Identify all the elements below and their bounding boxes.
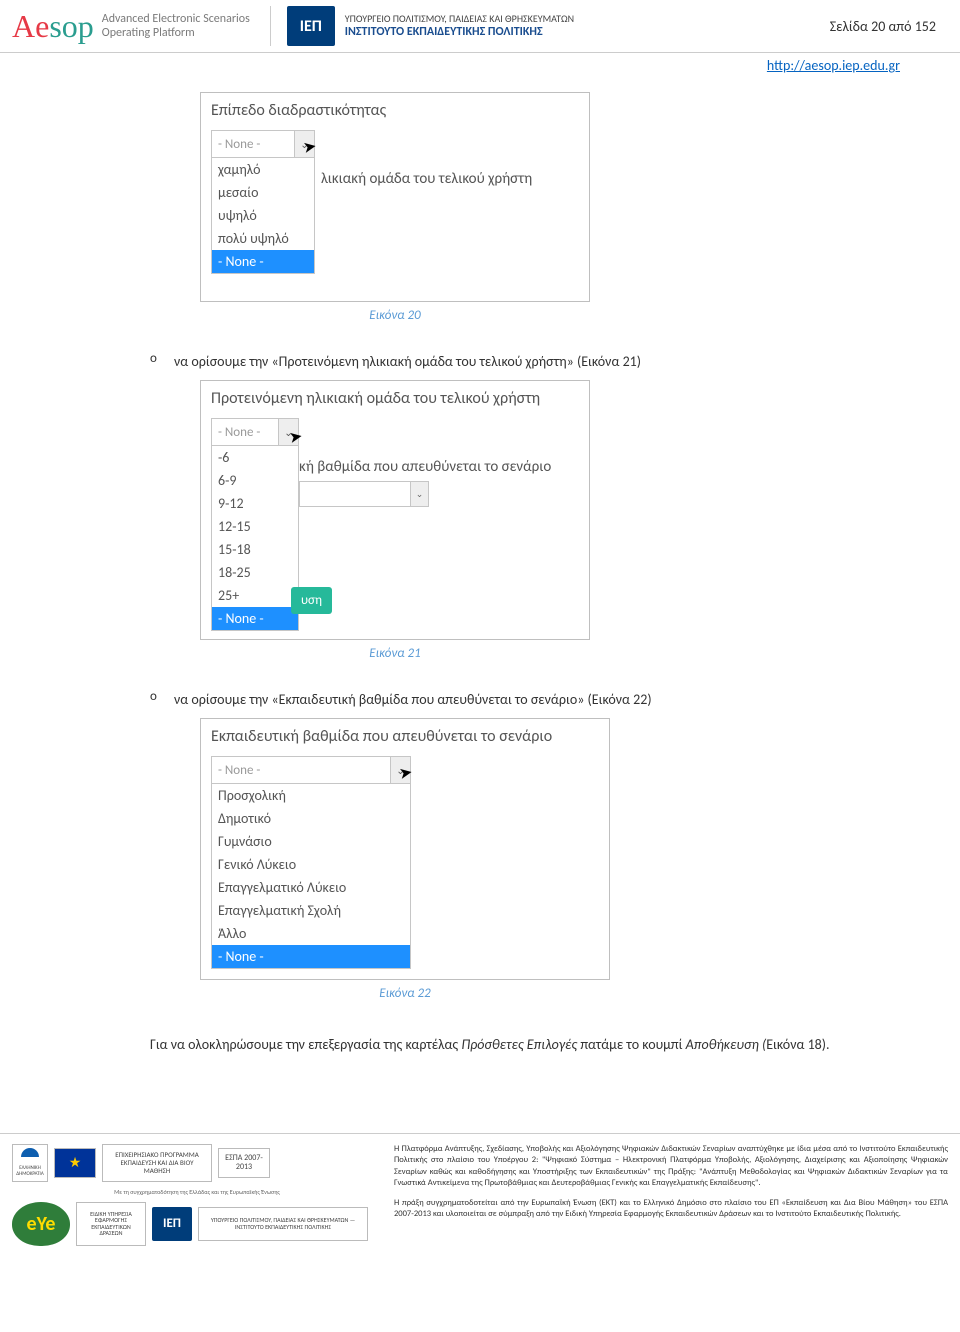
aesop-subtitle: Advanced Electronic Scenarios Operating … — [102, 12, 250, 41]
figure-21-wrap: Προτεινόμενη ηλικιακή ομάδα του τελικού … — [0, 380, 960, 687]
para-ital2: Αποθήκευση ( — [686, 1036, 767, 1053]
aesop-logo-mark: Aesop — [12, 8, 94, 45]
bullet-21: o να ορίσουμε την «Προτεινόμενη ηλικιακή… — [0, 349, 960, 380]
fig21-dropdown[interactable]: -6 6-9 9-12 12-15 15-18 18-25 25+ - None… — [211, 446, 299, 631]
fig20-caption: Εικόνα 20 — [200, 308, 590, 323]
fig20-title: Επίπεδο διαδραστικότητας — [211, 101, 579, 120]
fig20-behind: λικιακή ομάδα του τελικού χρήστη — [321, 170, 532, 188]
fig22-opt-selected[interactable]: - None - — [212, 945, 410, 968]
espa-logo-icon: ΕΣΠΑ 2007-2013 — [218, 1148, 270, 1178]
figure-22-wrap: Εκπαιδευτική βαθμίδα που απευθύνεται το … — [0, 718, 960, 1027]
bullet-22-text: να ορίσουμε την «Εκπαιδευτική βαθμίδα πο… — [174, 689, 840, 710]
iep-line1: ΥΠΟΥΡΓΕΙΟ ΠΟΛΙΤΙΣΜΟΥ, ΠΑΙΔΕΙΑΣ ΚΑΙ ΘΡΗΣΚ… — [345, 12, 574, 25]
footer-p1: Η Πλατφόρμα Ανάπτυξης, Σχεδίασης, Υποβολ… — [394, 1144, 948, 1190]
eye-text: ΕΙΔΙΚΗ ΥΠΗΡΕΣΙΑ ΕΦΑΡΜΟΓΗΣ ΕΚΠΑΙΔΕΥΤΙΚΩΝ … — [76, 1202, 146, 1246]
cursor-icon: ➤ — [397, 762, 414, 784]
para-ital1: Πρόσθετες Επιλογές — [461, 1036, 577, 1053]
fig20-opt[interactable]: υψηλό — [212, 204, 314, 227]
figure-20-wrap: Επίπεδο διαδραστικότητας - None - ⌄ ➤ λι… — [0, 92, 960, 349]
fig21-second-select[interactable]: ⌄ — [299, 481, 429, 507]
fig20-opt[interactable]: χαμηλό — [212, 158, 314, 181]
cursor-icon: ➤ — [287, 426, 304, 448]
fig21-title: Προτεινόμενη ηλικιακή ομάδα του τελικού … — [211, 389, 579, 408]
fig22-opt[interactable]: Δημοτικό — [212, 807, 410, 830]
fig21-selected: - None - — [212, 425, 260, 440]
fig20-selected: - None - — [212, 137, 260, 152]
aesop-sub-1: Advanced Electronic Scenarios — [102, 12, 250, 26]
page-footer: ΕΛΛΗΝΙΚΗ ΔΗΜΟΚΡΑΤΙΑ ★ ΕΠΙΧΕΙΡΗΣΙΑΚΟ ΠΡΟΓ… — [0, 1133, 960, 1256]
aesop-sub-2: Operating Platform — [102, 26, 250, 40]
cofinance-note: Με τη συγχρηματοδότηση της Ελλάδας και τ… — [12, 1188, 382, 1196]
closing-paragraph: Για να ολοκληρώσουμε την επεξεργασία της… — [0, 1027, 960, 1063]
para-mid: πατάμε το κουμπί — [577, 1036, 685, 1053]
fig21-opt[interactable]: 6-9 — [212, 469, 298, 492]
fig21-opt[interactable]: -6 — [212, 446, 298, 469]
bullet-icon: o — [150, 351, 174, 366]
figure-20: Επίπεδο διαδραστικότητας - None - ⌄ ➤ λι… — [200, 92, 590, 302]
fig21-caption: Εικόνα 21 — [200, 646, 590, 661]
fig21-select[interactable]: - None - ⌄ — [211, 418, 299, 446]
fig21-opt[interactable]: 9-12 — [212, 492, 298, 515]
fig20-select[interactable]: - None - ⌄ — [211, 130, 315, 158]
fig22-caption: Εικόνα 22 — [200, 986, 610, 1001]
fig22-select[interactable]: - None - ⌄ — [211, 756, 411, 784]
iep-logo-icon: ΙΕΠ — [287, 6, 335, 46]
aesop-logo: Aesop Advanced Electronic Scenarios Oper… — [12, 8, 250, 45]
iep-footer-icon: ΙΕΠ — [152, 1207, 192, 1241]
logo-row-2: eYe ΕΙΔΙΚΗ ΥΠΗΡΕΣΙΑ ΕΦΑΡΜΟΓΗΣ ΕΚΠΑΙΔΕΥΤΙ… — [12, 1202, 382, 1246]
fig22-opt[interactable]: Άλλο — [212, 922, 410, 945]
fig20-dropdown[interactable]: χαμηλό μεσαίο υψηλό πολύ υψηλό - None - — [211, 158, 315, 274]
greece-emblem-icon: ΕΛΛΗΝΙΚΗ ΔΗΜΟΚΡΑΤΙΑ — [12, 1144, 48, 1182]
footer-logos: ΕΛΛΗΝΙΚΗ ΔΗΜΟΚΡΑΤΙΑ ★ ΕΠΙΧΕΙΡΗΣΙΑΚΟ ΠΡΟΓ… — [12, 1144, 382, 1246]
para-pre: Για να ολοκληρώσουμε την επεξεργασία της… — [150, 1036, 461, 1053]
fig21-opt-selected[interactable]: - None - — [212, 607, 298, 630]
iep-block: ΙΕΠ ΥΠΟΥΡΓΕΙΟ ΠΟΛΙΤΙΣΜΟΥ, ΠΑΙΔΕΙΑΣ ΚΑΙ Θ… — [270, 6, 574, 46]
bullet-22: o να ορίσουμε την «Εκπαιδευτική βαθμίδα … — [0, 687, 960, 718]
aesop-ae: Ae — [12, 8, 49, 44]
para-post: Εικόνα 18). — [766, 1036, 829, 1053]
eu-flag-icon: ★ — [54, 1148, 96, 1178]
iep-footer-text: ΥΠΟΥΡΓΕΙΟ ΠΟΛΙΤΙΣΜΟΥ, ΠΑΙΔΕΙΑΣ ΚΑΙ ΘΡΗΣΚ… — [198, 1207, 368, 1241]
footer-text: Η Πλατφόρμα Ανάπτυξης, Σχεδίασης, Υποβολ… — [394, 1144, 948, 1246]
fig22-dropdown[interactable]: Προσχολική Δημοτικό Γυμνάσιο Γενικό Λύκε… — [211, 784, 411, 969]
fig20-opt[interactable]: πολύ υψηλό — [212, 227, 314, 250]
figure-22: Εκπαιδευτική βαθμίδα που απευθύνεται το … — [200, 718, 610, 980]
fig20-opt[interactable]: μεσαίο — [212, 181, 314, 204]
aesop-sop: sop — [49, 8, 93, 44]
fig21-opt[interactable]: 25+ — [212, 584, 298, 607]
fig21-save-button[interactable]: υση — [291, 587, 332, 614]
page-number: Σελίδα 20 από 152 — [830, 18, 948, 35]
page-url[interactable]: http://aesop.iep.edu.gr — [0, 53, 960, 92]
fig21-behind: κή βαθμίδα που απευθύνεται το σενάριο — [299, 458, 551, 476]
bullet-icon: o — [150, 689, 174, 704]
page-header: Aesop Advanced Electronic Scenarios Oper… — [0, 0, 960, 53]
fig22-opt[interactable]: Επαγγελματική Σχολή — [212, 899, 410, 922]
figure-21: Προτεινόμενη ηλικιακή ομάδα του τελικού … — [200, 380, 590, 640]
fig21-opt[interactable]: 12-15 — [212, 515, 298, 538]
fig22-title: Εκπαιδευτική βαθμίδα που απευθύνεται το … — [211, 727, 599, 746]
eye-logo-icon: eYe — [12, 1202, 70, 1246]
fig21-opt[interactable]: 15-18 — [212, 538, 298, 561]
iep-text: ΥΠΟΥΡΓΕΙΟ ΠΟΛΙΤΙΣΜΟΥ, ΠΑΙΔΕΙΑΣ ΚΑΙ ΘΡΗΣΚ… — [345, 12, 574, 41]
footer-p2: Η πράξη συγχρηματοδοτείται από την Ευρωπ… — [394, 1198, 948, 1221]
iep-line2: ΙΝΣΤΙΤΟΥΤΟ ΕΚΠΑΙΔΕΥΤΙΚΗΣ ΠΟΛΙΤΙΚΗΣ — [345, 25, 574, 41]
program-logo: ΕΠΙΧΕΙΡΗΣΙΑΚΟ ΠΡΟΓΡΑΜΜΑ ΕΚΠΑΙΔΕΥΣΗ ΚΑΙ Δ… — [102, 1144, 212, 1182]
fig22-opt[interactable]: Προσχολική — [212, 784, 410, 807]
chevron-down-icon[interactable]: ⌄ — [410, 482, 428, 506]
fig22-opt[interactable]: Γενικό Λύκειο — [212, 853, 410, 876]
fig22-selected: - None - — [212, 763, 260, 778]
fig20-opt-selected[interactable]: - None - — [212, 250, 314, 273]
cursor-icon: ➤ — [301, 136, 318, 158]
fig22-opt[interactable]: Επαγγελματικό Λύκειο — [212, 876, 410, 899]
fig21-opt[interactable]: 18-25 — [212, 561, 298, 584]
fig22-opt[interactable]: Γυμνάσιο — [212, 830, 410, 853]
bullet-21-text: να ορίσουμε την «Προτεινόμενη ηλικιακή ο… — [174, 351, 840, 372]
logo-row-1: ΕΛΛΗΝΙΚΗ ΔΗΜΟΚΡΑΤΙΑ ★ ΕΠΙΧΕΙΡΗΣΙΑΚΟ ΠΡΟΓ… — [12, 1144, 382, 1182]
